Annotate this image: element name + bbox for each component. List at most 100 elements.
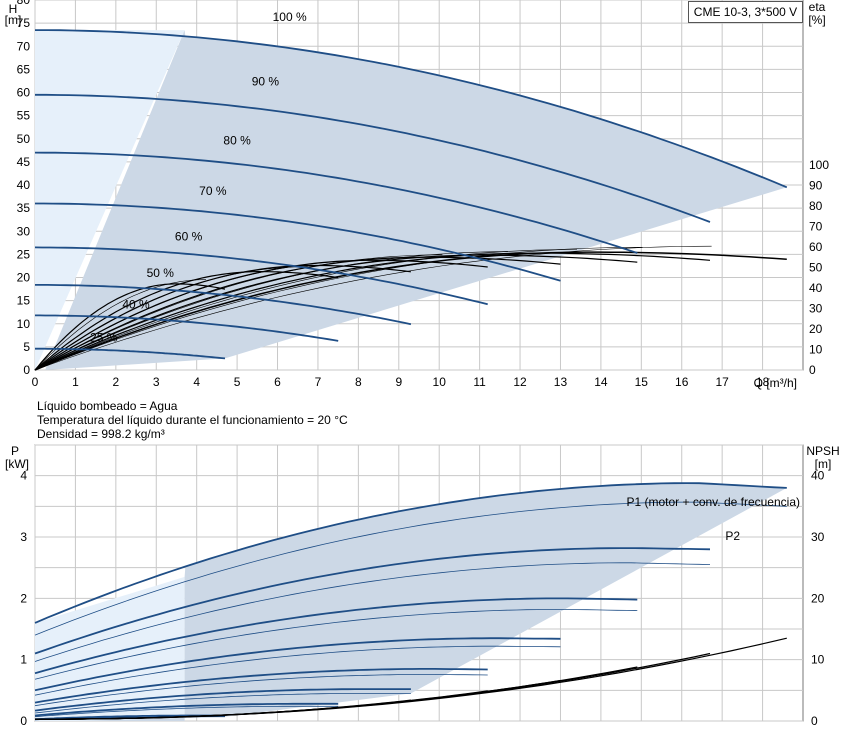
eta-tick-label: 70 [809, 220, 823, 234]
head-curve [34, 151, 638, 254]
head-tick-label: 10 [17, 317, 31, 331]
head-chart: 0 1 2 3 4 5 6 7 8 9 10 11 12 13 14 15 16 17 18051015202530… [17, 0, 829, 389]
p1-curve [34, 668, 488, 704]
eta-axis-title: eta [809, 0, 826, 14]
flow-tick-label: 1 [72, 375, 79, 389]
p1-curve [34, 714, 225, 721]
p1-curve [34, 702, 339, 717]
efficiency-thin-curve [34, 254, 443, 371]
eta-tick-label: 20 [809, 322, 823, 336]
efficiency-curve [34, 251, 787, 371]
flow-tick-label: 0 [32, 375, 39, 389]
model-box: CME 10-3, 3*500 V [688, 1, 803, 23]
p2-curve [34, 562, 711, 662]
npsh-tick-label: 10 [811, 653, 825, 667]
p1-label: P1 (motor + conv. de frecuencia) [626, 495, 800, 509]
flow-tick-label: 10 [433, 375, 447, 389]
npsh-tick-label: 40 [811, 469, 825, 483]
info-liquid: Líquido bombeado = Agua [37, 399, 178, 413]
head-tick-label: 65 [17, 62, 31, 76]
speed-label: 60 % [175, 230, 203, 244]
head-tick-label: 0 [23, 363, 30, 377]
head-tick-label: 25 [17, 247, 31, 261]
flow-tick-label: 4 [193, 375, 200, 389]
head-curve [35, 284, 412, 326]
power-operating-region [75, 483, 787, 721]
head-tick-label: 5 [23, 340, 30, 354]
speed-label: 80 % [223, 133, 251, 147]
npsh-tick-label: 20 [811, 591, 825, 605]
head-axis-unit: [m] [5, 13, 22, 27]
npsh-axis-unit: [m] [815, 457, 832, 471]
speed-label: 40 % [122, 297, 150, 311]
speed-label: 70 % [199, 184, 227, 198]
info-temperature: Temperatura del líquido durante el funci… [37, 413, 348, 427]
efficiency-thin-curve [34, 266, 308, 371]
power-tick-label: 1 [20, 653, 27, 667]
p1-curve [34, 688, 411, 712]
head-tick-label: 35 [17, 201, 31, 215]
eta-tick-label: 100 [809, 158, 829, 172]
flow-tick-label: 5 [234, 375, 241, 389]
head-tick-label: 15 [17, 294, 31, 308]
flow-tick-label: 6 [274, 375, 281, 389]
efficiency-curve [34, 252, 711, 371]
p1-curve [34, 547, 711, 655]
efficiency-thin-curve [34, 249, 577, 371]
axis-labels: H [m] eta [%] Q [m³/h] P [kW] NPSH [m] P… [5, 0, 840, 543]
head-curve [34, 246, 488, 306]
flow-tick-label: 16 [675, 375, 689, 389]
head-tick-label: 20 [17, 271, 31, 285]
head-axis-title: H [9, 2, 18, 16]
eta-tick-label: 50 [809, 261, 823, 275]
eta-tick-label: 60 [809, 240, 823, 254]
p1-curve [34, 482, 787, 624]
head-tick-label: 40 [17, 178, 31, 192]
power-axis-title: P [11, 444, 19, 458]
power-tick-label: 4 [20, 469, 27, 483]
efficiency-thin-curve [34, 279, 207, 371]
p2-curve [34, 609, 638, 680]
flow-tick-label: 8 [355, 375, 362, 389]
efficiency-curve [34, 271, 339, 371]
head-curve [35, 314, 339, 342]
npsh-curve [35, 714, 226, 720]
p2-label: P2 [725, 529, 740, 543]
power-tick-label: 0 [20, 714, 27, 728]
flow-axis-label: Q [m³/h] [754, 376, 797, 390]
head-tick-label: 60 [17, 86, 31, 100]
eta-axis-unit: [%] [808, 13, 825, 27]
p1-curve [34, 597, 638, 675]
head-tick-label: 50 [17, 132, 31, 146]
flow-tick-label: 12 [513, 375, 527, 389]
power-tick-label: 3 [20, 530, 27, 544]
eta-tick-label: 30 [809, 302, 823, 316]
p2-curve [34, 501, 787, 636]
flow-tick-label: 7 [315, 375, 322, 389]
speed-label: 100 % [273, 10, 307, 24]
p1-curve [34, 637, 561, 692]
head-tick-label: 30 [17, 224, 31, 238]
p2-curve [34, 705, 339, 718]
eta-tick-label: 90 [809, 179, 823, 193]
flow-tick-label: 13 [554, 375, 568, 389]
flow-tick-label: 2 [112, 375, 119, 389]
efficiency-curve [34, 283, 226, 371]
p2-curve [34, 674, 488, 707]
efficiency-thin-curve [34, 259, 374, 371]
head-tick-label: 55 [17, 109, 31, 123]
flow-tick-label: 15 [635, 375, 649, 389]
head-tick-label: 45 [17, 155, 31, 169]
head-curve [35, 347, 226, 360]
head-tick-label: 75 [17, 16, 31, 30]
head-curve [35, 93, 711, 223]
power-axis-unit: [kW] [5, 457, 29, 471]
speed-label: 25 % [90, 330, 118, 344]
npsh-tick-label: 0 [811, 714, 818, 728]
flow-tick-label: 11 [473, 375, 486, 389]
info-density: Densidad = 998.2 kg/m³ [37, 427, 165, 441]
flow-tick-label: 14 [594, 375, 608, 389]
flow-tick-label: 9 [395, 375, 402, 389]
